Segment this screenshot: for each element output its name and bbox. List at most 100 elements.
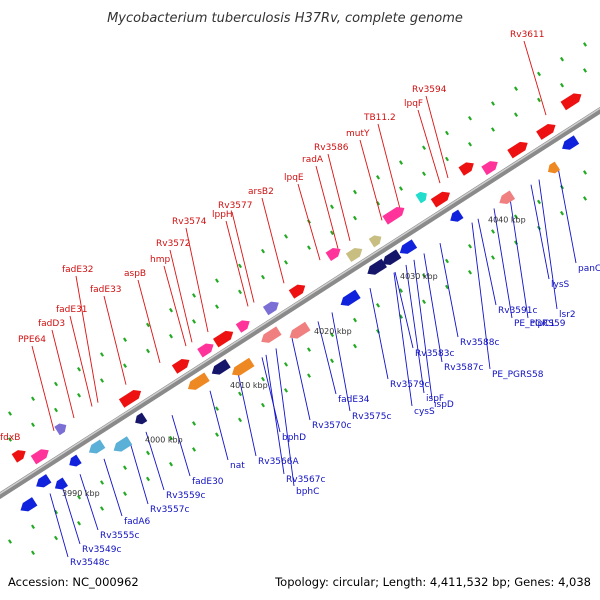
forward-label-connector bbox=[377, 123, 401, 209]
gene-label-ppe64[interactable]: PPE64 bbox=[18, 335, 46, 345]
scale-dot bbox=[238, 417, 243, 423]
scale-dot bbox=[30, 396, 36, 402]
scale-dot bbox=[261, 274, 266, 280]
gene-label-rv3574[interactable]: Rv3574 bbox=[172, 217, 207, 227]
gene-label-rv3567c[interactable]: Rv3567c bbox=[286, 475, 325, 485]
gene-label-lpph[interactable]: lppH bbox=[212, 210, 233, 220]
gene-label-fade34[interactable]: fadE34 bbox=[338, 395, 370, 405]
gene-label-rv3587c[interactable]: Rv3587c bbox=[444, 363, 483, 373]
reverse-label-connector bbox=[477, 218, 497, 306]
gene-label-fade30[interactable]: fadE30 bbox=[192, 477, 224, 487]
gene-label-cyss[interactable]: cysS bbox=[414, 407, 435, 417]
gene-label-fadd3[interactable]: fadD3 bbox=[38, 319, 65, 329]
scale-dot bbox=[353, 215, 358, 221]
gene-label-muty[interactable]: mutY bbox=[346, 129, 370, 139]
scale-tick-label: 4040 kbp bbox=[488, 215, 526, 224]
scale-dot bbox=[444, 284, 450, 290]
gene-label-tb11-2[interactable]: TB11.2 bbox=[363, 113, 396, 123]
gene-label-rv3577[interactable]: Rv3577 bbox=[218, 201, 252, 211]
gene-label-rv3555c[interactable]: Rv3555c bbox=[100, 531, 139, 541]
gene-label-rv3586[interactable]: Rv3586 bbox=[314, 143, 349, 153]
scale-tick-label: 4030 kbp bbox=[400, 272, 438, 281]
gene-label-ispd[interactable]: ispD bbox=[434, 400, 454, 410]
scale-dot bbox=[329, 332, 335, 338]
forward-gene bbox=[345, 248, 363, 263]
scale-dot bbox=[583, 196, 588, 201]
gene-label-rv3557c[interactable]: Rv3557c bbox=[150, 505, 189, 515]
scale-dot bbox=[330, 204, 335, 210]
forward-gene bbox=[481, 161, 498, 176]
gene-label-fade33[interactable]: fadE33 bbox=[90, 285, 122, 295]
scale-dot bbox=[260, 402, 266, 408]
forward-label-connector bbox=[163, 265, 187, 347]
gene-label-lpqf[interactable]: lpqF bbox=[404, 99, 423, 109]
reverse-label-connector bbox=[261, 357, 281, 433]
reverse-label-connector bbox=[493, 208, 513, 319]
gene-label-aspb[interactable]: aspB bbox=[124, 269, 146, 279]
gene-label-pe-pgrs58[interactable]: PE_PGRS58 bbox=[492, 370, 544, 380]
scale-dot bbox=[445, 156, 450, 162]
scale-dot bbox=[169, 307, 174, 313]
gene-label-nat[interactable]: nat bbox=[230, 461, 245, 471]
gene-label-rv3559c[interactable]: Rv3559c bbox=[166, 491, 205, 501]
reverse-gene bbox=[562, 135, 580, 150]
forward-gene bbox=[382, 206, 405, 225]
reverse-gene bbox=[113, 436, 133, 452]
reverse-label-connector bbox=[265, 354, 285, 475]
scale-dot bbox=[146, 450, 151, 456]
gene-label-rv3548c[interactable]: Rv3548c bbox=[70, 558, 109, 568]
gene-label-rv3566a[interactable]: Rv3566A bbox=[258, 457, 299, 467]
gene-label-lpqe[interactable]: lpqE bbox=[284, 173, 304, 183]
gene-label-rv3575c[interactable]: Rv3575c bbox=[352, 412, 391, 422]
gene-label-panc[interactable]: panC bbox=[578, 264, 600, 274]
gene-label-hmp[interactable]: hmp bbox=[150, 255, 170, 265]
genome-summary-text: Topology: circular; Length: 4,411,532 bp… bbox=[274, 575, 591, 589]
gene-label-rada[interactable]: radA bbox=[302, 155, 324, 165]
scale-dot bbox=[583, 170, 588, 175]
gene-label-rv3588c[interactable]: Rv3588c bbox=[460, 338, 499, 348]
gene-label-rv3594[interactable]: Rv3594 bbox=[412, 85, 447, 95]
gene-label-fade32[interactable]: fadE32 bbox=[62, 265, 94, 275]
scale-dot bbox=[192, 293, 197, 298]
scale-tick-label: 4020 kbp bbox=[314, 327, 352, 336]
scale-dot bbox=[399, 186, 404, 191]
scale-dot bbox=[583, 42, 588, 47]
forward-label-connector bbox=[137, 279, 161, 363]
gene-label-rv3579c[interactable]: Rv3579c bbox=[390, 380, 429, 390]
reverse-label-connector bbox=[171, 415, 191, 477]
gene-label-fada6[interactable]: fadA6 bbox=[124, 517, 151, 527]
reverse-label-connector bbox=[423, 253, 443, 363]
scale-dot bbox=[169, 333, 174, 339]
gene-label-rv3583c[interactable]: Rv3583c bbox=[415, 349, 454, 359]
gene-label-pe-pgrs59[interactable]: PE_PGRS59 bbox=[514, 319, 566, 329]
gene-label-clpc1[interactable]: clpC1 bbox=[530, 319, 555, 329]
scale-dot bbox=[7, 437, 13, 442]
reverse-label-connector bbox=[439, 243, 459, 338]
reverse-gene bbox=[231, 357, 255, 376]
scale-dot bbox=[490, 101, 496, 106]
gene-label-fade31[interactable]: fadE31 bbox=[56, 305, 88, 315]
scale-dot bbox=[284, 388, 289, 393]
reverse-gene bbox=[69, 454, 82, 467]
gene-label-rv3591c[interactable]: Rv3591c bbox=[498, 306, 537, 316]
gene-label-bphc[interactable]: bphC bbox=[296, 487, 319, 497]
gene-label-rv3570c[interactable]: Rv3570c bbox=[312, 421, 351, 431]
forward-gene bbox=[197, 343, 214, 358]
gene-label-rv3572[interactable]: Rv3572 bbox=[156, 239, 190, 249]
scale-dot bbox=[99, 480, 105, 485]
gene-label-lyss[interactable]: lysS bbox=[551, 280, 570, 290]
scale-dot bbox=[54, 407, 59, 413]
gene-label-rv3549c[interactable]: Rv3549c bbox=[82, 545, 121, 555]
reverse-label-connector bbox=[129, 442, 149, 505]
scale-dot bbox=[352, 343, 358, 349]
gene-label-bphd[interactable]: bphD bbox=[282, 433, 306, 443]
gene-label-arsb2[interactable]: arsB2 bbox=[248, 187, 274, 197]
scale-dot bbox=[123, 337, 128, 342]
gene-label-rv3611[interactable]: Rv3611 bbox=[510, 30, 544, 40]
scale-dot bbox=[467, 243, 473, 249]
gene-label-ispf[interactable]: ispF bbox=[426, 394, 444, 404]
gene-label-fdxb[interactable]: fdxB bbox=[0, 433, 20, 443]
gene-label-lsr2[interactable]: lsr2 bbox=[559, 310, 576, 320]
forward-label-connector bbox=[417, 109, 441, 184]
